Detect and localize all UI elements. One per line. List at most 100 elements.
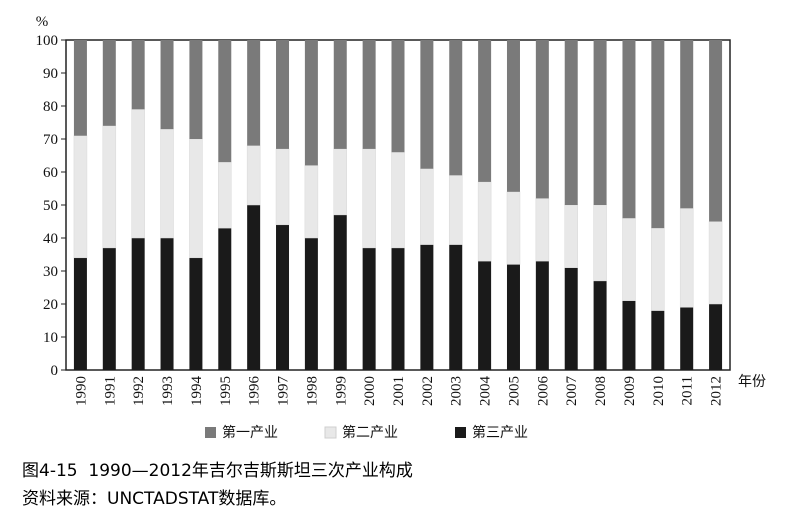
x-tick-label: 1996 [247,376,263,407]
bar-segment [506,191,521,265]
y-tick-label: 100 [36,33,59,49]
x-tick-label: 1990 [73,376,89,406]
legend-label: 第二产业 [342,424,398,441]
bar-segment [593,204,607,282]
bar-segment [362,148,376,249]
bar-segment [73,257,87,370]
x-tick-label: 2001 [391,376,407,406]
bar-segment [478,261,492,370]
bar-segment [391,247,405,370]
bar-segment [218,40,232,163]
bar-segment [593,40,607,205]
y-tick-label: 80 [43,99,58,115]
bar-segment [420,40,434,169]
bar-segment [680,307,694,370]
x-tick-label: 1995 [218,376,234,406]
bar-segment [304,165,319,239]
bar-segment [535,261,549,370]
figure-caption-source: 资料来源：UNCTADSTAT数据库。 [22,489,287,509]
bar-segment [478,40,492,182]
figure-caption-title: 图4-15 1990—2012年吉尔吉斯斯坦三次产业构成 [22,461,413,481]
x-tick-label: 2009 [622,376,638,406]
bars-group [73,40,723,370]
y-tick-label: 60 [43,165,58,181]
x-tick-label: 2005 [506,376,522,406]
bar-segment [189,138,203,259]
y-tick-label: 50 [43,198,58,214]
bar-segment [506,264,520,370]
bar-segment [304,40,318,166]
y-tick-label: 0 [51,363,59,379]
bar-segment [708,221,723,305]
bar-segment [651,40,665,229]
x-tick-label: 2002 [420,376,436,406]
bar-segment [535,40,549,199]
x-tick-label: 2006 [535,376,551,407]
bar-segment [189,40,203,139]
legend-label: 第三产业 [472,424,528,441]
bar-segment [680,40,694,209]
bar-segment [160,40,174,130]
bar-segment [131,109,145,239]
x-tick-label: 1994 [189,376,205,407]
bar-segment [73,135,88,259]
bar-segment [333,214,347,370]
bar-segment [333,148,348,216]
bar-segment [218,228,232,370]
x-tick-label: 1992 [131,376,147,406]
bar-segment [160,238,174,370]
bar-segment [131,238,145,370]
bar-segment [218,161,232,229]
x-tick-label: 1999 [333,376,349,406]
x-tick-label: 2007 [564,376,580,407]
x-tick-label: 2012 [709,376,725,406]
bar-segment [564,40,578,205]
bar-segment [709,304,723,370]
bar-segment [304,238,318,370]
bar-segment [420,168,434,245]
x-tick-label: 1998 [304,376,320,406]
x-tick-label: 1991 [102,376,118,406]
y-axis-unit-label: % [36,14,49,30]
bar-segment [564,204,578,268]
bar-segment [506,40,520,192]
y-tick-label: 20 [43,297,58,313]
bar-segment [651,310,665,370]
bar-segment [362,247,376,370]
bar-segment [679,208,694,308]
bar-segment [189,257,203,370]
y-tick-label: 90 [43,66,58,82]
x-tick-label: 2000 [362,376,378,406]
bar-segment [622,217,636,301]
bar-segment [622,40,636,219]
bar-segment [477,181,492,262]
bar-segment [622,300,636,370]
bar-segment [564,267,578,370]
legend-label: 第一产业 [222,424,278,441]
bar-segment [535,198,550,262]
bar-segment [391,151,405,249]
bar-segment [275,148,290,226]
x-tick-label: 2010 [651,376,667,406]
bar-segment [73,40,87,136]
bar-segment [449,244,463,370]
legend-swatch [455,427,466,438]
bar-segment [247,205,261,370]
x-tick-label: 2008 [593,376,609,406]
legend: 第一产业 第二产业 第三产业 [205,424,528,441]
bar-segment [246,145,261,206]
legend-swatch [324,426,337,439]
y-axis: 0 10 20 30 40 50 60 70 80 90 100 [36,33,66,379]
x-axis-label: 年份 [738,374,766,390]
bar-segment [333,40,347,149]
bar-segment [651,227,665,311]
y-tick-label: 10 [43,330,58,346]
y-tick-label: 40 [43,231,58,247]
x-axis: 1990 1991 1992 1993 1994 1995 1996 1997 1998 1999… [73,376,724,407]
bar-segment [160,128,174,239]
x-tick-label: 2011 [680,376,696,405]
bar-segment [362,40,376,149]
bar-segment [276,224,290,370]
bar-segment [448,175,463,245]
bar-segment [391,40,405,153]
